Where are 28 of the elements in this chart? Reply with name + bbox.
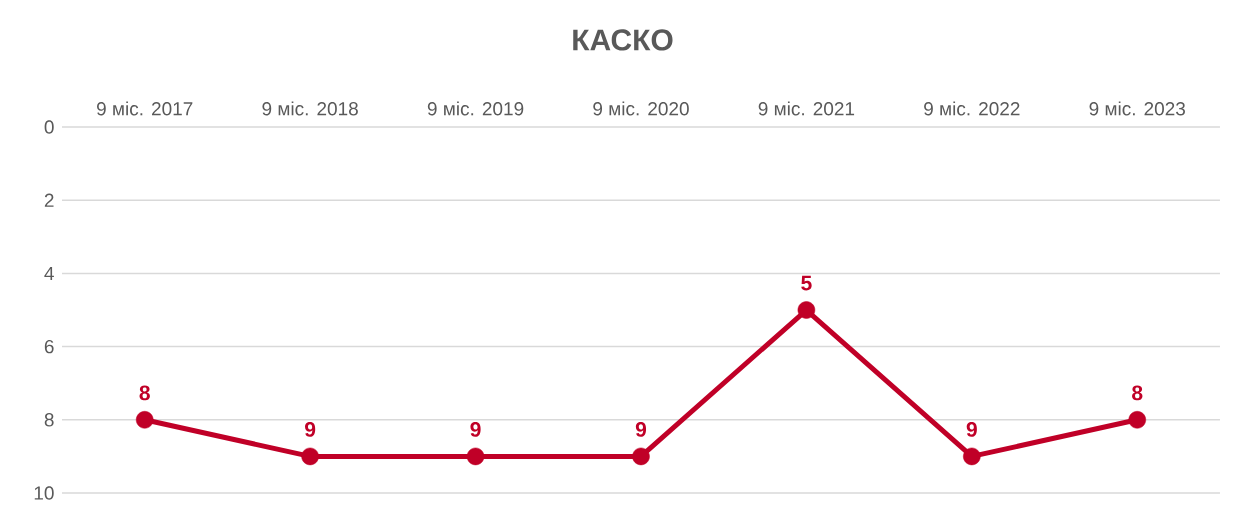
data-label: 5 — [801, 275, 812, 291]
point — [963, 447, 981, 466]
x-tick-label: 9 міс. 2018 — [262, 101, 358, 116]
point — [301, 447, 319, 466]
y-tick-label: 8 — [44, 413, 54, 427]
data-label: 8 — [1132, 385, 1143, 401]
point — [797, 301, 816, 319]
x-tick-label: 9 міс. 2019 — [427, 101, 524, 116]
y-tick-label: 10 — [34, 486, 54, 500]
y-tick-label: 2 — [44, 193, 54, 207]
y-tick-label: 4 — [44, 266, 54, 280]
y-tick-label: 0 — [44, 120, 54, 134]
x-tick-label: 9 міс. 2017 — [97, 101, 193, 116]
data-label: 9 — [305, 422, 316, 437]
data-label: 9 — [966, 422, 977, 437]
x-tick-label: 9 міс. 2022 — [924, 101, 1020, 116]
y-tick-label: 6 — [44, 339, 54, 354]
chart-title: КАСКО — [573, 29, 673, 51]
point — [135, 411, 154, 429]
point — [466, 447, 485, 466]
x-tick-label: 9 міс. 2020 — [593, 101, 689, 116]
data-label: 8 — [139, 385, 150, 401]
x-tick-label: 9 міс. 2021 — [758, 101, 855, 116]
data-label: 9 — [635, 422, 647, 437]
point — [1128, 411, 1146, 429]
x-tick-label: 9 міс. 2023 — [1089, 101, 1185, 116]
point — [632, 447, 650, 466]
data-label: 9 — [470, 422, 481, 437]
